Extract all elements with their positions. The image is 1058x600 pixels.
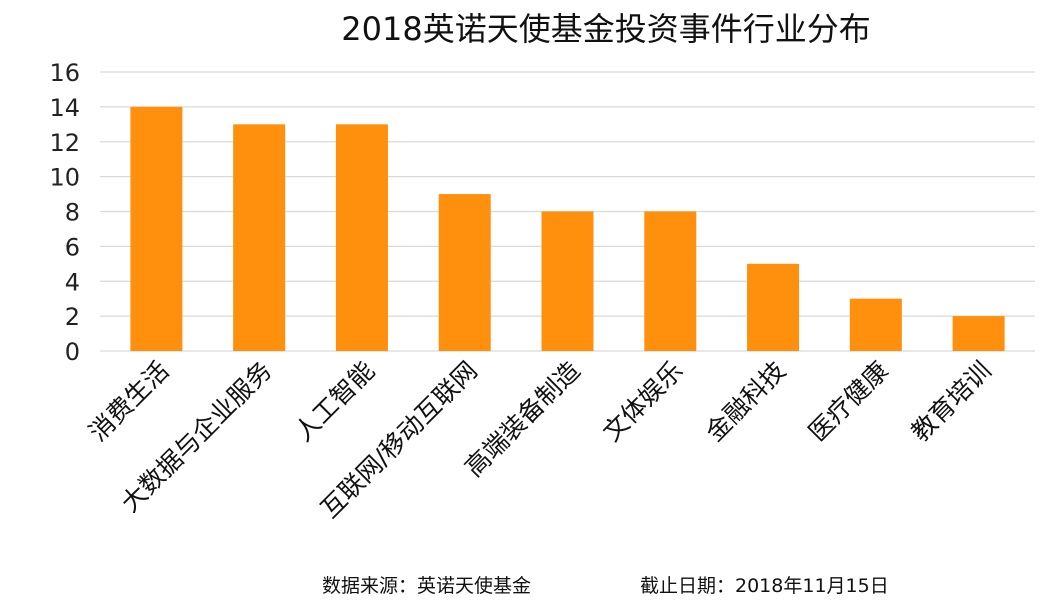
bars	[130, 106, 1005, 351]
bar	[335, 124, 388, 351]
bar	[849, 298, 902, 351]
bar	[541, 211, 594, 351]
x-tick-label: 人工智能	[289, 356, 380, 447]
footer-date: 截止日期：2018年11月15日	[640, 575, 889, 597]
x-tick-label: 金融科技	[700, 356, 791, 447]
y-tick-label: 12	[49, 129, 80, 157]
bar	[438, 194, 491, 351]
x-tick-label: 文体娱乐	[597, 356, 688, 447]
footer-source: 数据来源：英诺天使基金	[322, 575, 531, 597]
x-axis-labels: 消费生活大数据与企业服务 人工智能互联网/移动互联网高端装备制造 文体娱乐 金融科技医…	[83, 356, 996, 524]
bar	[952, 316, 1005, 351]
y-tick-label: 4	[65, 268, 80, 296]
y-tick-label: 10	[49, 164, 80, 192]
x-tick-label: 消费生活	[83, 356, 174, 447]
y-tick-label: 6	[65, 233, 80, 261]
x-tick-label: 教育培训	[906, 356, 997, 447]
y-tick-label: 2	[65, 303, 80, 331]
bar	[747, 263, 800, 351]
y-tick-label: 14	[49, 94, 80, 122]
y-tick-label: 16	[49, 59, 80, 87]
bar	[644, 211, 697, 351]
chart-title: 2018英诺天使基金投资事件行业分布	[341, 10, 870, 48]
y-tick-label: 0	[65, 338, 80, 366]
bar	[130, 106, 183, 351]
x-tick-label: 医疗健康	[803, 356, 894, 447]
bar	[233, 124, 286, 351]
y-tick-label: 8	[65, 199, 80, 227]
y-axis-ticks: 0 2 4 6 8 10 12 14 16	[49, 59, 80, 366]
